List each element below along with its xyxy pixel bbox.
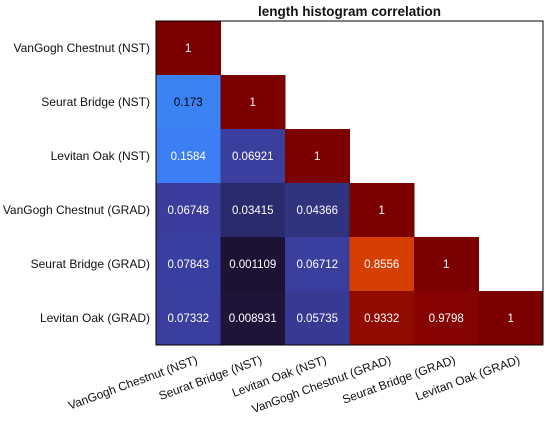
cell-value-label: 1	[379, 205, 385, 217]
heatmap-cell	[156, 237, 221, 292]
row-label: Levitan Oak (GRAD)	[40, 311, 150, 325]
heatmap-cell	[156, 129, 221, 184]
cell-value-label: 0.06712	[296, 259, 338, 271]
heatmap-cell	[349, 237, 415, 292]
cell-value-label: 1	[508, 313, 514, 325]
heatmap-cell	[349, 291, 415, 346]
cell-value-label: 1	[185, 43, 191, 55]
heatmap-cells: 1 0.173 1 0.1584 0.06921 1 0.06748 0.03415 0.043…	[156, 21, 544, 346]
cell-value-label: 0.06921	[232, 151, 274, 163]
row-label: Levitan Oak (NST)	[51, 149, 150, 163]
cell-value-label: 0.1584	[171, 151, 207, 163]
cell-value-label: 0.06748	[167, 205, 209, 217]
heatmap-cell	[220, 237, 286, 292]
cell-value-label: 0.05735	[296, 313, 338, 325]
plot-frame	[155, 20, 544, 346]
cell-value-label: 0.9798	[429, 313, 464, 325]
heatmap-cell	[349, 183, 415, 238]
chart-title: length histogram correlation	[258, 4, 441, 19]
row-label: Seurat Bridge (NST)	[41, 95, 150, 109]
heatmap-cell	[156, 21, 221, 76]
row-label: Seurat Bridge (GRAD)	[31, 257, 150, 271]
column-labels: VanGogh Chestnut (NST)Seurat Bridge (NST…	[66, 353, 522, 416]
cell-value-label: 0.07843	[167, 259, 209, 271]
column-label: Seurat Bridge (GRAD)	[340, 353, 457, 407]
cell-value-label: 0.001109	[229, 259, 276, 271]
heatmap-cell	[285, 183, 350, 238]
cell-value-label: 0.008931	[229, 313, 277, 325]
cell-value-label: 0.07332	[167, 313, 209, 325]
heatmap-cell	[220, 291, 286, 346]
heatmap-cell	[285, 291, 350, 346]
cell-value-label: 0.9332	[364, 313, 399, 325]
row-label: VanGogh Chestnut (NST)	[13, 41, 150, 55]
row-label: VanGogh Chestnut (GRAD)	[3, 203, 150, 217]
heatmap-cell	[285, 129, 350, 184]
cell-value-label: 1	[443, 259, 449, 271]
cell-value-label: 0.8556	[364, 259, 399, 271]
heatmap-cell	[156, 75, 221, 130]
cell-value-label: 0.03415	[232, 205, 274, 217]
heatmap-cell	[478, 291, 544, 346]
heatmap-cell	[414, 291, 479, 346]
heatmap-cell	[220, 129, 286, 184]
heatmap-cell	[285, 237, 350, 292]
heatmap-cell	[414, 237, 479, 292]
cell-value-label: 0.173	[174, 97, 203, 109]
heatmap-cell	[220, 75, 286, 130]
cell-value-label: 1	[314, 151, 320, 163]
row-labels: VanGogh Chestnut (NST) Seurat Bridge (NST…	[3, 41, 150, 325]
heatmap-cell	[156, 291, 221, 346]
cell-value-label: 1	[250, 97, 256, 109]
heatmap-cell	[220, 183, 286, 238]
heatmap-cell	[156, 183, 221, 238]
cell-value-label: 0.04366	[296, 205, 338, 217]
